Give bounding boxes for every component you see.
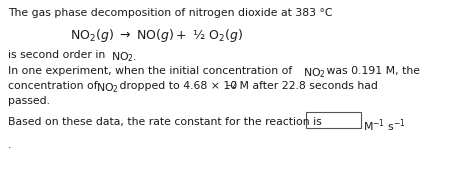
Bar	[306, 112, 361, 128]
Text: $^{-2}$: $^{-2}$	[225, 81, 237, 91]
Text: $\mathregular{NO_2}$: $\mathregular{NO_2}$	[96, 81, 119, 95]
Text: dropped to 4.68 × 10: dropped to 4.68 × 10	[116, 81, 237, 91]
Text: concentration of: concentration of	[8, 81, 101, 91]
Text: passed.: passed.	[8, 96, 50, 106]
Text: $\mathregular{NO_2}$$(g)$ $\rightarrow$ $\mathregular{NO}$$(g)+$ ½ $\mathregular: $\mathregular{NO_2}$$(g)$ $\rightarrow$ …	[70, 27, 243, 44]
Text: Based on these data, the rate constant for the reaction is: Based on these data, the rate constant f…	[8, 117, 322, 127]
Text: is second order in: is second order in	[8, 50, 109, 60]
Text: $\mathregular{NO_2}$: $\mathregular{NO_2}$	[303, 66, 326, 80]
Text: was 0.191 M, the: was 0.191 M, the	[323, 66, 420, 76]
Text: In one experiment, when the initial concentration of: In one experiment, when the initial conc…	[8, 66, 296, 76]
Text: .: .	[8, 140, 11, 150]
Text: The gas phase decomposition of nitrogen dioxide at 383 °C: The gas phase decomposition of nitrogen …	[8, 8, 332, 18]
Text: $\mathregular{NO_2}$.: $\mathregular{NO_2}$.	[111, 50, 137, 64]
Text: M after 22.8 seconds had: M after 22.8 seconds had	[236, 81, 378, 91]
Text: $\mathregular{M^{-1}\ s^{-1}}$: $\mathregular{M^{-1}\ s^{-1}}$	[363, 117, 406, 134]
